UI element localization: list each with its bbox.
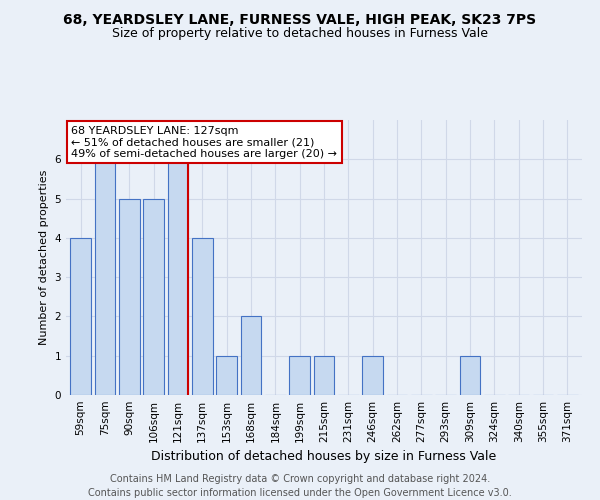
Y-axis label: Number of detached properties: Number of detached properties <box>39 170 49 345</box>
Text: 68 YEARDSLEY LANE: 127sqm
← 51% of detached houses are smaller (21)
49% of semi-: 68 YEARDSLEY LANE: 127sqm ← 51% of detac… <box>71 126 337 158</box>
Text: Size of property relative to detached houses in Furness Vale: Size of property relative to detached ho… <box>112 28 488 40</box>
Text: 68, YEARDSLEY LANE, FURNESS VALE, HIGH PEAK, SK23 7PS: 68, YEARDSLEY LANE, FURNESS VALE, HIGH P… <box>64 12 536 26</box>
Bar <box>119 198 140 395</box>
Bar <box>362 356 383 395</box>
Bar <box>216 356 237 395</box>
Bar <box>70 238 91 395</box>
Bar <box>314 356 334 395</box>
Bar <box>460 356 481 395</box>
Bar <box>289 356 310 395</box>
Bar <box>143 198 164 395</box>
Bar <box>95 160 115 395</box>
X-axis label: Distribution of detached houses by size in Furness Vale: Distribution of detached houses by size … <box>151 450 497 464</box>
Text: Contains HM Land Registry data © Crown copyright and database right 2024.
Contai: Contains HM Land Registry data © Crown c… <box>88 474 512 498</box>
Bar <box>167 160 188 395</box>
Bar <box>241 316 262 395</box>
Bar <box>192 238 212 395</box>
